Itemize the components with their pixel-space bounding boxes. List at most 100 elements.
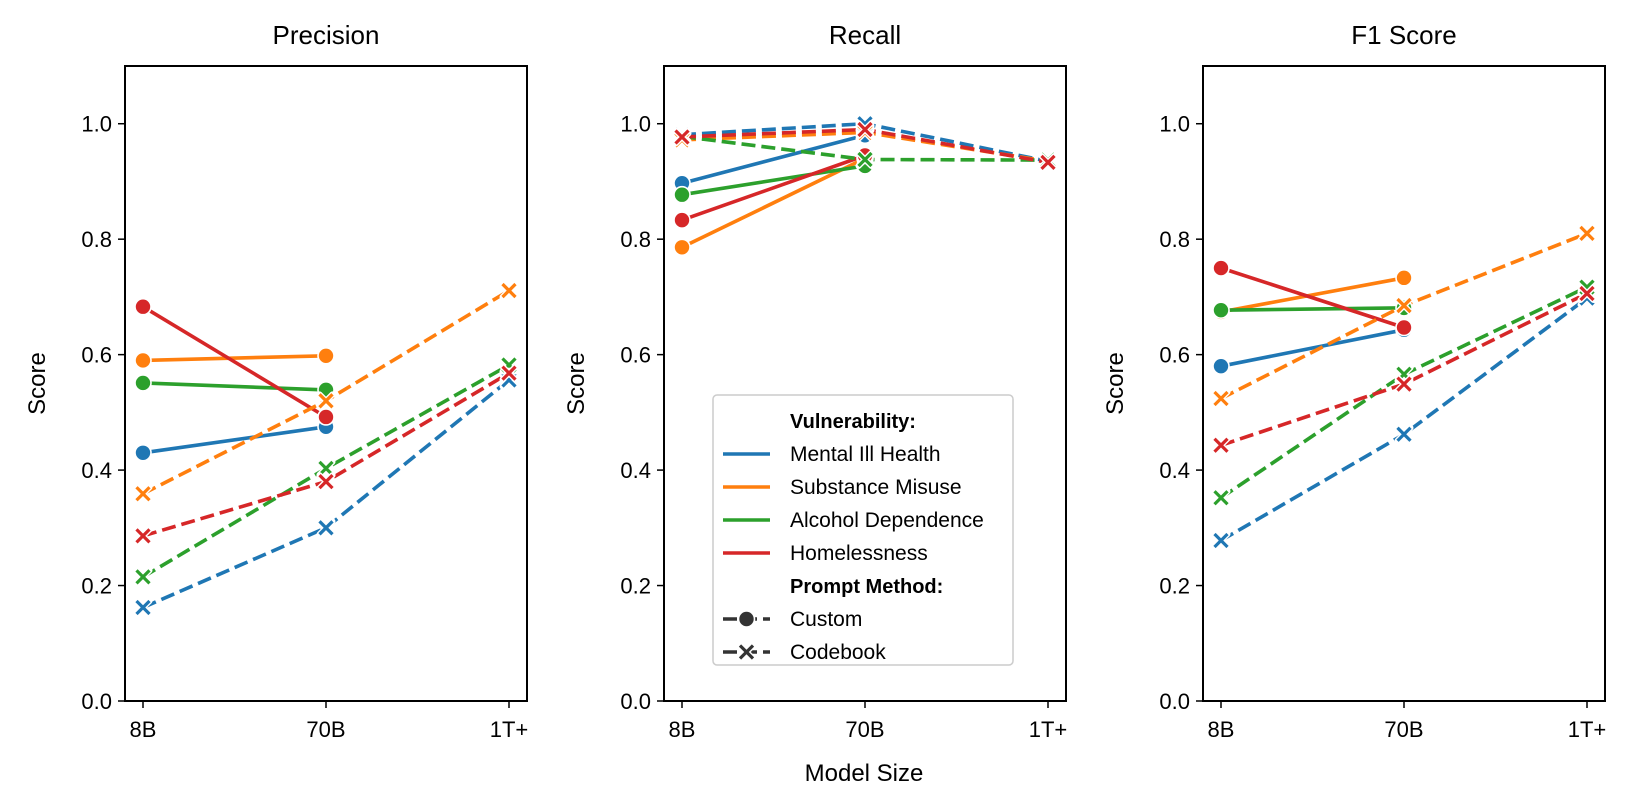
point-alcohol-dependence-codebook-70b <box>855 150 875 170</box>
point-homelessness-codebook-8b <box>1211 435 1231 455</box>
legend-label: Custom <box>790 608 862 631</box>
x-tick-label: 8B <box>1208 717 1235 742</box>
point-alcohol-dependence-codebook-8b <box>1211 488 1231 508</box>
legend-header-vulnerability: Vulnerability: <box>790 411 916 433</box>
axes-frame <box>663 65 1067 702</box>
y-tick-label: 0.8 <box>81 227 112 252</box>
point-substance-misuse-codebook-8b <box>1211 389 1231 409</box>
marker-stroke <box>1213 437 1229 453</box>
marker-stroke <box>135 528 151 544</box>
panel-title: Precision <box>273 20 380 50</box>
marker-stroke <box>318 393 334 409</box>
legend-marker-circle <box>737 610 756 628</box>
point-homelessness-codebook-8b <box>133 526 153 546</box>
point-homelessness-codebook-1t <box>499 363 519 383</box>
legend-label: Substance Misuse <box>790 476 962 499</box>
legend-box <box>712 394 1014 666</box>
marker-stroke <box>1040 154 1056 171</box>
x-tick-label: 1T+ <box>490 717 529 742</box>
marker-stroke <box>1396 297 1412 314</box>
legend-item-codebook: Codebook <box>723 641 886 664</box>
panel-f1-score: F1 Score 0.0 0.2 0.4 0.6 0.8 1.0 8B 70B 1T+ Score <box>1102 20 1606 742</box>
y-tick-label: 0.6 <box>620 343 651 368</box>
series-line-alcohol-dependence-custom <box>1220 306 1405 312</box>
y-tick-label: 0.0 <box>1159 689 1190 714</box>
point-homelessness-codebook-8b <box>672 127 692 147</box>
axes-frame <box>124 65 528 702</box>
marker-stroke <box>318 520 334 536</box>
point-mental-ill-health-custom-8b <box>1212 357 1230 375</box>
marker-stroke <box>318 460 334 476</box>
series-line-homelessness-custom <box>1220 266 1405 330</box>
y-tick-label: 0.2 <box>81 574 112 599</box>
marker-stroke <box>857 151 873 168</box>
point-alcohol-dependence-codebook-70b <box>316 458 336 478</box>
panel-title: F1 Score <box>1351 20 1457 50</box>
series-markers <box>133 281 519 617</box>
x-tick-label: 1T+ <box>1029 717 1068 742</box>
marker-stroke <box>674 129 690 145</box>
legend-item-substance-misuse: Substance Misuse <box>723 476 962 499</box>
point-homelessness-custom-8b <box>1212 259 1230 277</box>
point-alcohol-dependence-custom-8b <box>673 185 691 204</box>
y-tick-label: 0.8 <box>620 227 651 252</box>
marker-stroke <box>738 644 755 660</box>
legend-header-prompt-method: Prompt Method: <box>790 576 943 598</box>
y-tick-label: 0.4 <box>81 458 112 483</box>
marker-stroke <box>1579 225 1595 242</box>
panel-recall: Recall 0.0 0.2 0.4 0.6 0.8 1.0 8B 70B 1T+ Score <box>563 20 1067 742</box>
y-axis-label: Score <box>24 352 51 415</box>
point-mental-ill-health-custom-8b <box>134 443 152 462</box>
x-tick-label: 8B <box>130 717 157 742</box>
point-homelessness-custom-8b <box>134 297 152 316</box>
legend-item-homelessness: Homelessness <box>723 542 928 565</box>
y-axis-label: Score <box>1102 352 1129 415</box>
point-substance-misuse-codebook-70b <box>316 391 336 411</box>
marker-stroke <box>501 365 517 381</box>
series-line-mental-ill-health-custom <box>1220 328 1405 368</box>
series-line-alcohol-dependence-custom <box>681 164 866 197</box>
point-homelessness-custom-70b <box>317 408 335 426</box>
point-substance-misuse-codebook-8b <box>133 484 153 504</box>
marker-stroke <box>501 282 517 299</box>
point-mental-ill-health-codebook-8b <box>133 597 153 617</box>
point-homelessness-codebook-70b <box>1394 374 1414 394</box>
point-alcohol-dependence-custom-8b <box>134 374 152 392</box>
point-homelessness-custom-70b <box>1395 318 1413 337</box>
legend-item-alcohol-dependence: Alcohol Dependence <box>723 509 984 532</box>
point-substance-misuse-codebook-1t <box>499 281 519 301</box>
marker-stroke <box>1396 426 1412 442</box>
y-tick-label: 1.0 <box>81 112 112 137</box>
marker-stroke <box>1213 532 1229 549</box>
point-substance-misuse-custom-8b <box>673 238 691 257</box>
point-substance-misuse-custom-70b <box>1395 269 1413 287</box>
legend-label: Mental Ill Health <box>790 443 941 466</box>
marker-stroke <box>318 474 334 490</box>
point-homelessness-custom-8b <box>673 211 691 229</box>
x-tick-label: 1T+ <box>1568 717 1607 742</box>
y-tick-label: 0.8 <box>1159 227 1190 252</box>
point-substance-misuse-custom-8b <box>134 351 152 370</box>
point-mental-ill-health-codebook-70b <box>316 518 336 538</box>
point-alcohol-dependence-codebook-8b <box>133 567 153 587</box>
legend-label: Alcohol Dependence <box>790 509 984 532</box>
y-tick-label: 0.0 <box>620 689 651 714</box>
legend-item-custom: Custom <box>723 608 862 631</box>
x-tick-label: 8B <box>669 717 696 742</box>
marker-stroke <box>857 121 873 138</box>
series-line-substance-misuse-custom <box>681 156 866 249</box>
y-tick-label: 0.2 <box>620 574 651 599</box>
point-homelessness-codebook-70b <box>316 472 336 492</box>
series-lines <box>142 289 511 610</box>
point-alcohol-dependence-custom-8b <box>1212 301 1230 319</box>
x-tick-label: 70B <box>845 717 884 742</box>
series-line-homelessness-custom <box>142 305 327 419</box>
legend-item-mental-ill-health: Mental Ill Health <box>723 443 941 466</box>
y-tick-label: 0.0 <box>81 689 112 714</box>
point-mental-ill-health-codebook-70b <box>1394 424 1414 444</box>
marker-stroke <box>135 599 151 616</box>
y-tick-label: 0.6 <box>1159 343 1190 368</box>
y-axis-label: Score <box>563 352 590 415</box>
